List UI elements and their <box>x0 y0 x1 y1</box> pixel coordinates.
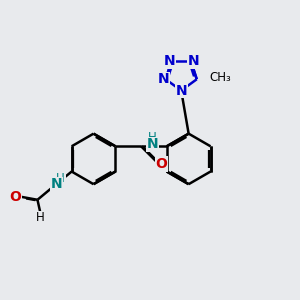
Text: H: H <box>36 211 45 224</box>
Text: N: N <box>51 177 63 191</box>
Text: N: N <box>158 72 169 86</box>
Text: N: N <box>176 84 187 98</box>
Text: H: H <box>148 131 157 145</box>
Text: N: N <box>147 137 158 151</box>
Text: N: N <box>188 54 199 68</box>
Text: H: H <box>56 172 65 185</box>
Text: CH₃: CH₃ <box>209 71 231 84</box>
Text: O: O <box>9 190 21 204</box>
Text: O: O <box>155 157 167 171</box>
Text: N: N <box>164 54 175 68</box>
